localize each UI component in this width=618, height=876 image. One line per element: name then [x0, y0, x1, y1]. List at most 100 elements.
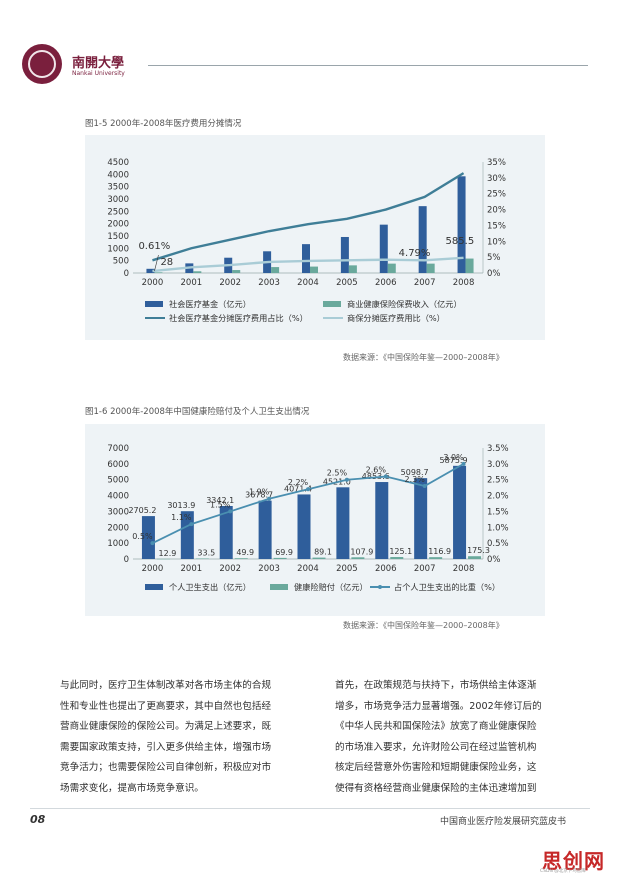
bar-secondary — [390, 557, 404, 559]
y-tick-label-right: 0.5% — [487, 539, 509, 549]
y-tick-label-left: 2000 — [107, 523, 129, 533]
bar-secondary — [465, 258, 474, 273]
bar-secondary — [429, 557, 443, 559]
bar-primary — [418, 206, 427, 273]
x-tick-label: 2001 — [181, 564, 203, 574]
y-tick-label-right: 3.5% — [487, 444, 509, 454]
legend-label: 社会医疗基金分摊医疗费用占比（%） — [169, 313, 308, 323]
figure1-source: 数据来源：《中国保险年鉴—2000–2008年》 — [343, 353, 504, 362]
x-tick-label: 2000 — [142, 564, 164, 574]
bar-data-label: 3342.1 — [206, 496, 234, 505]
x-tick-label: 2004 — [297, 278, 319, 288]
x-tick-label: 2003 — [258, 278, 280, 288]
bar-secondary — [154, 272, 163, 273]
y-tick-label-left: 4500 — [107, 158, 129, 168]
legend-marker — [378, 585, 382, 589]
y-tick-label-right: 10% — [487, 237, 506, 247]
bar-data-label: 5875.9 — [440, 456, 468, 465]
bar-secondary — [387, 263, 396, 273]
bar-secondary — [310, 266, 318, 273]
logo-seal-icon — [28, 50, 56, 78]
bar-secondary — [348, 265, 357, 273]
y-tick-label-left: 4000 — [107, 170, 129, 180]
line-data-label: 1.1% — [171, 513, 192, 522]
legend-swatch — [145, 301, 163, 307]
y-tick-label-left: 1500 — [107, 232, 129, 242]
annotation-label: 0.61% — [138, 241, 170, 252]
bar-data-label: 49.9 — [236, 548, 254, 557]
x-tick-label: 2008 — [453, 278, 475, 288]
legend-label: 社会医疗基金（亿元） — [169, 299, 251, 309]
bar-secondary — [351, 557, 365, 559]
x-tick-label: 2006 — [375, 564, 397, 574]
y-tick-label-left: 2000 — [107, 220, 129, 230]
annotation-label: 4.79% — [399, 248, 431, 259]
university-name-en: Nankai University — [72, 70, 125, 77]
bar-primary — [340, 236, 349, 273]
bar-primary — [302, 244, 310, 273]
x-tick-label: 2001 — [181, 278, 203, 288]
legend-label: 占个人卫生支出的比重（%） — [394, 582, 500, 592]
body-right-line: 增多，市场竞争活力显著增强。2002年修订后的 — [335, 700, 542, 712]
x-tick-label: 2006 — [375, 278, 397, 288]
legend-label: 商保分摊医疗费用比（%） — [347, 313, 445, 323]
y-tick-label-left: 7000 — [107, 444, 129, 454]
y-tick-label-right: 2.5% — [487, 476, 509, 486]
page-number: 08 — [30, 813, 46, 826]
line-data-label: 1.9% — [249, 488, 270, 497]
y-tick-label-left: 5000 — [107, 476, 129, 486]
line-data-label: 3.0% — [443, 453, 464, 462]
figure2-chart-panel: 0 1000 2000 3000 4000 5000 6000 7000 0% 0.5% 1.0% 1… — [85, 424, 545, 616]
y-tick-label-right: 3.0% — [487, 460, 509, 470]
watermark-caption: CSDN @北京卜鸟智库 — [540, 869, 586, 874]
y-tick-label-left: 1000 — [107, 244, 129, 254]
y-tick-label-left: 0 — [124, 555, 129, 565]
y-tick-label-right: 1.5% — [487, 507, 509, 517]
line-data-label: 2.6% — [366, 466, 387, 475]
x-tick-label: 2005 — [336, 564, 358, 574]
bar-primary — [457, 176, 466, 273]
line-data-label: 1.5% — [210, 500, 231, 509]
y-tick-label-right: 25% — [487, 190, 506, 200]
bar-data-label: 107.9 — [350, 547, 373, 556]
y-tick-label-left: 3500 — [107, 183, 129, 193]
x-tick-label: 2007 — [414, 278, 436, 288]
line-point-marker — [422, 484, 427, 489]
body-left-line: 竞争活力；也需要保险公司自律创新，积极应对市 — [60, 762, 272, 773]
bar-secondary — [273, 557, 287, 559]
y-tick-label-left: 4000 — [107, 492, 129, 502]
bar-primary — [297, 494, 311, 559]
bar-data-label: 175.3 — [467, 546, 490, 555]
bar-secondary — [312, 557, 326, 559]
figure1-chart-panel: 0 500 1000 1500 2000 2500 3000 3500 4000 4500 0% 5%… — [85, 135, 545, 340]
figure2-title: 图1-6 2000年-2008年中国健康险赔付及个人卫生支出情况 — [85, 407, 310, 417]
line-data-label: 0.5% — [132, 532, 153, 541]
x-tick-label: 2008 — [453, 564, 475, 574]
legend-label: 健康险赔付（亿元） — [294, 582, 368, 592]
y-tick-label-right: 20% — [487, 206, 506, 216]
figure1-title: 图1-5 2000年-2008年医疗费用分摊情况 — [85, 119, 242, 129]
annotation-label: 585.5 — [446, 236, 475, 247]
y-tick-label-left: 3000 — [107, 507, 129, 517]
line-data-label: 2.5% — [327, 469, 348, 478]
body-left-line: 与此同时，医疗卫生体制改革对各市场主体的合规 — [60, 680, 272, 691]
x-tick-label: 2000 — [142, 278, 164, 288]
bar-data-label: 5098.7 — [401, 468, 429, 477]
legend-swatch — [323, 301, 341, 307]
bar-primary — [258, 500, 272, 559]
body-left-line: 需要国家政策支持，引入更多供给主体，增强市场 — [60, 741, 272, 753]
x-tick-label: 2005 — [336, 278, 358, 288]
y-tick-label-right: 2.0% — [487, 492, 509, 502]
y-tick-label-left: 500 — [113, 257, 129, 267]
bar-data-label: 33.5 — [197, 548, 215, 557]
body-left-line: 场需求变化，提高市场竞争意识。 — [60, 782, 204, 794]
y-tick-label-left: 6000 — [107, 460, 129, 470]
bar-primary — [379, 224, 388, 273]
y-tick-label-right: 5% — [487, 253, 501, 263]
x-tick-label: 2002 — [219, 278, 241, 288]
line-point-marker — [267, 496, 272, 501]
bar-data-label: 3013.9 — [167, 501, 195, 510]
bar-secondary — [232, 270, 241, 273]
bar-data-label: 12.9 — [159, 549, 177, 558]
header-divider — [148, 65, 588, 66]
